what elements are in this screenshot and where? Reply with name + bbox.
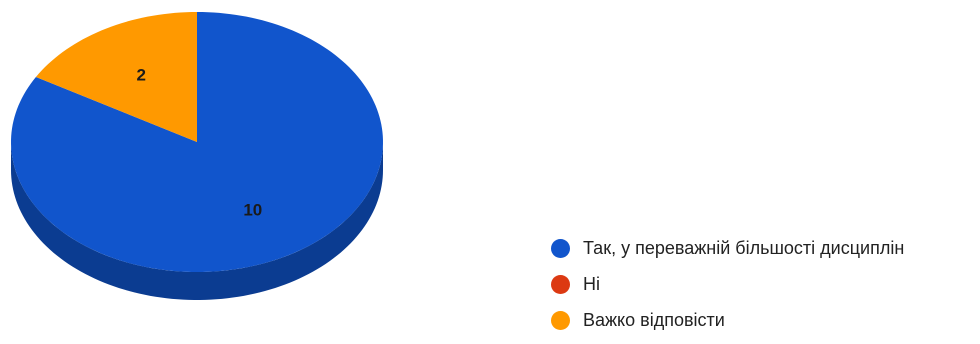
pie-slice-yes[interactable] bbox=[11, 12, 383, 272]
pie-chart-svg: 10 2 bbox=[11, 12, 383, 300]
pie-side-yes bbox=[11, 142, 383, 300]
legend-swatch-hard-to-say bbox=[551, 311, 570, 330]
pie-slice-hard-to-say[interactable] bbox=[35, 12, 197, 142]
pie-data-labels: 10 2 bbox=[136, 66, 262, 220]
pie-chart: 10 2 Так, у переважній більшості дисциплі… bbox=[11, 12, 904, 330]
legend-swatch-yes bbox=[551, 239, 570, 258]
legend-swatch-no bbox=[551, 275, 570, 294]
chart-legend: Так, у переважній більшості дисциплін Ні… bbox=[551, 236, 980, 344]
pie-data-label-yes: 10 bbox=[243, 201, 262, 220]
pie-slices bbox=[11, 12, 383, 272]
legend-label-no: Ні bbox=[583, 274, 600, 294]
legend-item-yes: Так, у переважній більшості дисциплін bbox=[551, 236, 980, 261]
legend-label-hard-to-say: Важко відповісти bbox=[583, 310, 725, 330]
legend-item-hard-to-say: Важко відповісти bbox=[551, 308, 980, 333]
legend-item-no: Ні bbox=[551, 272, 980, 297]
legend-label-yes: Так, у переважній більшості дисциплін bbox=[583, 238, 905, 258]
pie-data-label-hard-to-say: 2 bbox=[136, 66, 145, 85]
pie-3d-sides bbox=[11, 142, 383, 300]
